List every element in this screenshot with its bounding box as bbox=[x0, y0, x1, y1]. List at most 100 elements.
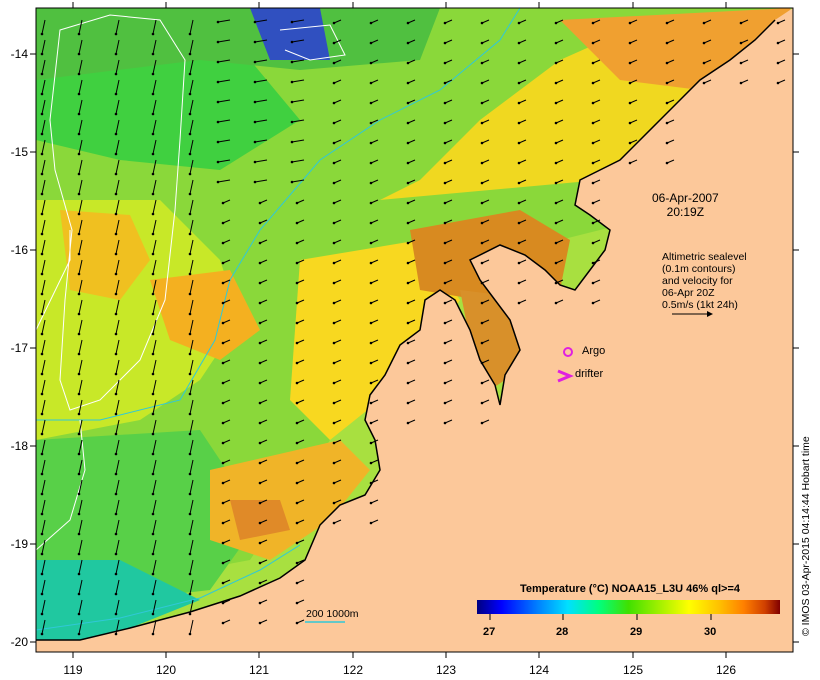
velocity-vector bbox=[41, 399, 46, 415]
velocity-vector-head bbox=[369, 61, 373, 65]
velocity-vector-head bbox=[114, 572, 118, 576]
velocity-vector-head bbox=[480, 321, 484, 325]
velocity-vector bbox=[217, 39, 231, 43]
velocity-vector-head bbox=[406, 61, 410, 65]
velocity-vector bbox=[78, 499, 83, 515]
velocity-vector-head bbox=[253, 80, 257, 84]
lon-label: 125 bbox=[623, 663, 643, 677]
velocity-vector-head bbox=[369, 341, 373, 345]
velocity-vector-head bbox=[665, 41, 669, 45]
velocity-vector-head bbox=[40, 272, 44, 276]
lon-label: 121 bbox=[249, 663, 269, 677]
velocity-vector bbox=[78, 519, 83, 535]
altimetry-note: Altimetric sealevel (0.1m contours) and … bbox=[662, 251, 747, 311]
velocity-vector-head bbox=[702, 21, 706, 25]
velocity-vector bbox=[78, 359, 83, 375]
velocity-vector-head bbox=[114, 232, 118, 236]
velocity-vector-head bbox=[591, 241, 595, 245]
velocity-vector-head bbox=[295, 461, 299, 465]
velocity-vector-head bbox=[221, 281, 225, 285]
velocity-vector bbox=[78, 479, 83, 495]
altimetry-line: 06-Apr 20Z bbox=[662, 287, 715, 299]
sst-field bbox=[36, 8, 790, 650]
velocity-vector-head bbox=[295, 441, 299, 445]
velocity-vector bbox=[189, 99, 194, 115]
velocity-vector-head bbox=[290, 20, 294, 24]
velocity-vector-head bbox=[332, 221, 336, 225]
velocity-vector bbox=[41, 259, 46, 275]
velocity-vector-head bbox=[443, 161, 447, 165]
velocity-vector bbox=[189, 319, 194, 335]
velocity-vector-head bbox=[443, 41, 447, 45]
velocity-vector-head bbox=[221, 381, 225, 385]
velocity-vector-head bbox=[221, 261, 225, 265]
velocity-vector-head bbox=[290, 100, 294, 104]
velocity-vector-head bbox=[114, 632, 118, 636]
velocity-vector bbox=[41, 459, 46, 475]
velocity-vector-head bbox=[40, 52, 44, 56]
velocity-vector-head bbox=[188, 452, 192, 456]
lat-label: -17 bbox=[11, 341, 29, 355]
velocity-vector-head bbox=[443, 141, 447, 145]
velocity-vector-head bbox=[151, 172, 155, 176]
velocity-vector bbox=[189, 219, 194, 235]
velocity-vector bbox=[189, 539, 194, 555]
velocity-vector-head bbox=[295, 361, 299, 365]
velocity-vector-head bbox=[290, 160, 294, 164]
velocity-vector-head bbox=[221, 321, 225, 325]
velocity-vector-head bbox=[151, 592, 155, 596]
velocity-vector-head bbox=[188, 232, 192, 236]
velocity-vector bbox=[115, 139, 120, 155]
velocity-vector-head bbox=[258, 441, 262, 445]
velocity-vector bbox=[115, 99, 120, 115]
velocity-vector-head bbox=[151, 392, 155, 396]
velocity-vector-head bbox=[188, 152, 192, 156]
velocity-vector-head bbox=[591, 221, 595, 225]
velocity-vector bbox=[189, 459, 194, 475]
velocity-vector-head bbox=[443, 241, 447, 245]
velocity-vector bbox=[41, 299, 46, 315]
velocity-vector bbox=[41, 419, 46, 435]
velocity-vector-head bbox=[77, 392, 81, 396]
velocity-vector-head bbox=[77, 112, 81, 116]
velocity-vector bbox=[78, 79, 83, 95]
velocity-vector bbox=[152, 239, 157, 255]
velocity-vector-head bbox=[665, 21, 669, 25]
velocity-vector bbox=[41, 439, 46, 455]
velocity-vector-head bbox=[221, 361, 225, 365]
velocity-vector-head bbox=[517, 221, 521, 225]
velocity-vector-head bbox=[40, 532, 44, 536]
velocity-vector bbox=[152, 59, 157, 75]
velocity-vector bbox=[78, 39, 83, 55]
velocity-vector-head bbox=[295, 341, 299, 345]
velocity-vector-head bbox=[216, 140, 220, 144]
velocity-vector-head bbox=[443, 181, 447, 185]
velocity-vector-head bbox=[114, 272, 118, 276]
velocity-vector-head bbox=[332, 201, 336, 205]
velocity-vector bbox=[291, 159, 305, 163]
altimetry-line: and velocity for bbox=[662, 275, 733, 287]
velocity-vector-head bbox=[443, 81, 447, 85]
velocity-vector-head bbox=[151, 312, 155, 316]
velocity-vector bbox=[189, 19, 194, 35]
velocity-vector bbox=[115, 499, 120, 515]
velocity-vector-head bbox=[77, 412, 81, 416]
velocity-vector-head bbox=[40, 312, 44, 316]
velocity-vector bbox=[152, 179, 157, 195]
velocity-vector bbox=[254, 119, 268, 123]
velocity-vector bbox=[41, 199, 46, 215]
velocity-vector-head bbox=[258, 301, 262, 305]
velocity-vector-head bbox=[480, 361, 484, 365]
velocity-vector-head bbox=[40, 372, 44, 376]
velocity-vector bbox=[41, 39, 46, 55]
velocity-vector-head bbox=[295, 221, 299, 225]
velocity-vector-head bbox=[406, 361, 410, 365]
velocity-vector-head bbox=[295, 481, 299, 485]
velocity-vector-head bbox=[739, 81, 743, 85]
velocity-vector-head bbox=[554, 21, 558, 25]
velocity-vector bbox=[189, 199, 194, 215]
velocity-vector-head bbox=[406, 241, 410, 245]
velocity-vector-head bbox=[258, 221, 262, 225]
velocity-vector-head bbox=[443, 361, 447, 365]
